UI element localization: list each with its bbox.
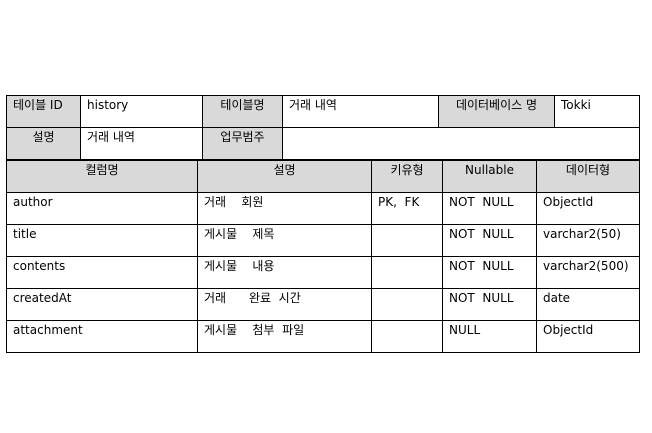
cell-nullable: NULL — [442, 320, 537, 353]
cell-column-name: createdAt — [6, 288, 198, 321]
column-header-nullable: Nullable — [442, 160, 537, 193]
business-category-label: 업무범주 — [202, 127, 283, 160]
cell-key-type — [371, 224, 443, 257]
cell-data-type: varchar2(50) — [536, 224, 640, 257]
column-header-row: 컬럼명 설명 키유형 Nullable 데이터형 — [6, 160, 640, 193]
cell-description: 게시물 제목 — [197, 224, 372, 257]
table-row: author 거래 회원 PK, FK NOT NULL ObjectId — [6, 192, 640, 225]
cell-data-type: date — [536, 288, 640, 321]
db-name-label: 데이터베이스 명 — [438, 95, 555, 128]
cell-nullable: NOT NULL — [442, 192, 537, 225]
cell-description: 게시물 내용 — [197, 256, 372, 289]
meta-row-2: 설명 거래 내역 업무범주 — [6, 127, 640, 160]
cell-data-type: varchar2(500) — [536, 256, 640, 289]
cell-key-type — [371, 256, 443, 289]
db-name-value: Tokki — [554, 95, 640, 128]
table-id-label: 테이블 ID — [6, 95, 81, 128]
cell-column-name: attachment — [6, 320, 198, 353]
cell-column-name: contents — [6, 256, 198, 289]
cell-nullable: NOT NULL — [442, 288, 537, 321]
cell-description: 거래 회원 — [197, 192, 372, 225]
column-definition-table: 컬럼명 설명 키유형 Nullable 데이터형 author 거래 회원 PK… — [6, 160, 640, 353]
table-row: attachment 게시물 첨부 파일 NULL ObjectId — [6, 320, 640, 353]
table-row: createdAt 거래 완료 시간 NOT NULL date — [6, 288, 640, 321]
column-header-name: 컬럼명 — [6, 160, 198, 193]
table-meta-section: 테이블 ID history 테이블명 거래 내역 데이터베이스 명 Tokki… — [6, 95, 640, 160]
column-header-data-type: 데이터형 — [536, 160, 640, 193]
description-value: 거래 내역 — [80, 127, 203, 160]
table-name-value: 거래 내역 — [282, 95, 439, 128]
business-category-value — [282, 127, 640, 160]
cell-description: 거래 완료 시간 — [197, 288, 372, 321]
cell-data-type: ObjectId — [536, 320, 640, 353]
cell-data-type: ObjectId — [536, 192, 640, 225]
cell-key-type: PK, FK — [371, 192, 443, 225]
table-row: contents 게시물 내용 NOT NULL varchar2(500) — [6, 256, 640, 289]
column-header-description: 설명 — [197, 160, 372, 193]
description-label: 설명 — [6, 127, 81, 160]
table-row: title 게시물 제목 NOT NULL varchar2(50) — [6, 224, 640, 257]
cell-nullable: NOT NULL — [442, 224, 537, 257]
table-definition-document: 테이블 ID history 테이블명 거래 내역 데이터베이스 명 Tokki… — [6, 95, 640, 353]
cell-key-type — [371, 288, 443, 321]
cell-nullable: NOT NULL — [442, 256, 537, 289]
cell-column-name: title — [6, 224, 198, 257]
cell-description: 게시물 첨부 파일 — [197, 320, 372, 353]
cell-column-name: author — [6, 192, 198, 225]
meta-row-1: 테이블 ID history 테이블명 거래 내역 데이터베이스 명 Tokki — [6, 95, 640, 128]
table-name-label: 테이블명 — [202, 95, 283, 128]
table-id-value: history — [80, 95, 203, 128]
cell-key-type — [371, 320, 443, 353]
column-header-key-type: 키유형 — [371, 160, 443, 193]
